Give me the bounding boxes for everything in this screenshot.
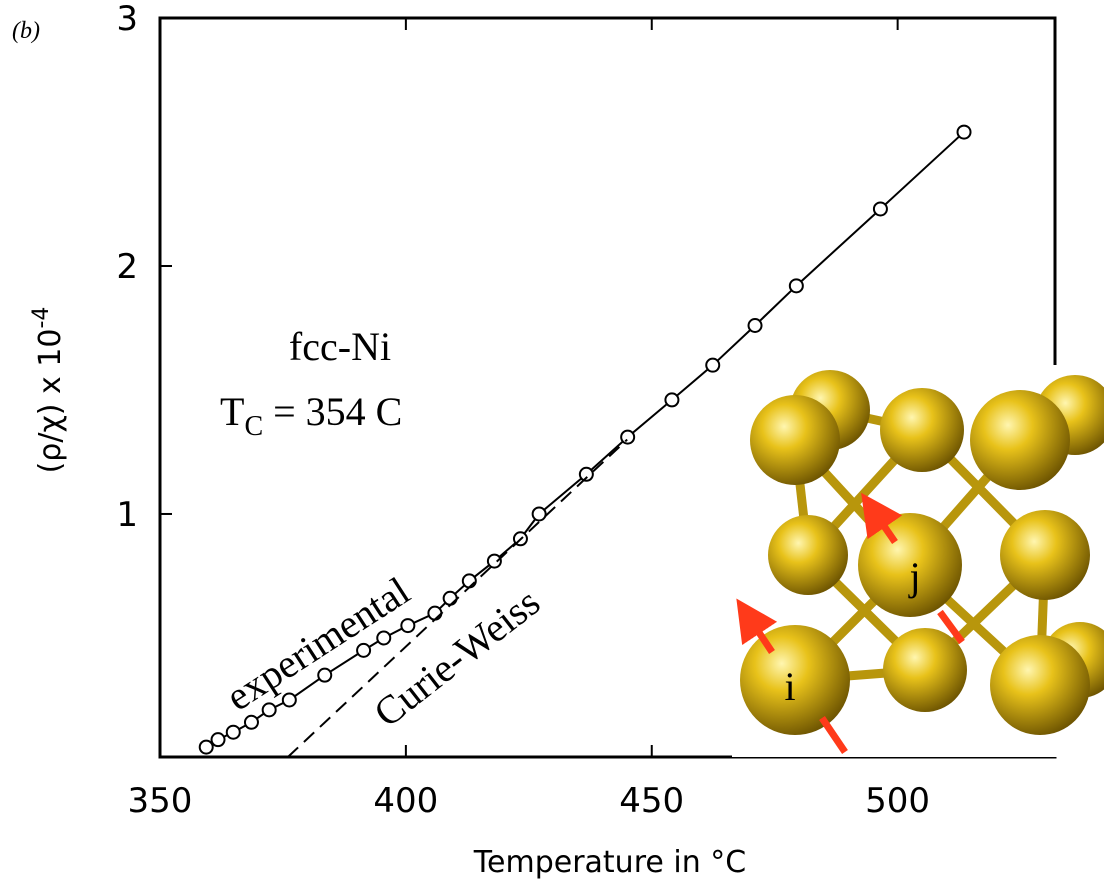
data-point (790, 279, 803, 292)
data-point (706, 359, 719, 372)
data-point (401, 619, 414, 632)
data-point (533, 507, 546, 520)
data-point (227, 726, 240, 739)
data-point (212, 733, 225, 746)
material-label: fcc-Ni (289, 324, 391, 369)
atom (880, 388, 964, 472)
chart: (b) Temperature in °C (ρ/χ) x 10-4 fcc-N… (0, 0, 1104, 886)
y-tick-label: 1 (116, 495, 138, 535)
data-point (428, 607, 441, 620)
data-point (200, 741, 213, 754)
y-tick-label: 2 (116, 247, 138, 287)
data-point (318, 669, 331, 682)
y-label-main: (ρ/χ) x 10 (33, 329, 68, 474)
y-axis-label: (ρ/χ) x 10-4 (29, 307, 68, 474)
data-point (463, 574, 476, 587)
tc-sub: C (244, 411, 263, 442)
atom (1000, 510, 1090, 600)
data-point (621, 431, 634, 444)
data-point (377, 631, 390, 644)
tc-main: T (220, 389, 244, 434)
x-tick-label: 350 (128, 781, 193, 821)
atom (970, 390, 1070, 490)
fcc-inset: i j (732, 365, 1104, 757)
y-label-power: -4 (29, 307, 54, 329)
atom (768, 515, 848, 595)
data-point (357, 644, 370, 657)
atom-label: i (784, 664, 795, 709)
tc-label: TC = 354 C (220, 389, 402, 442)
data-point (245, 716, 258, 729)
series-line (288, 440, 627, 757)
x-tick-label: 500 (865, 781, 930, 821)
x-tick-label: 400 (373, 781, 438, 821)
data-point (488, 555, 501, 568)
panel-label: (b) (12, 18, 40, 44)
page: (b) Temperature in °C (ρ/χ) x 10-4 fcc-N… (0, 0, 1104, 890)
data-point (263, 703, 276, 716)
atom-label: j (907, 554, 920, 599)
tc-rest: = 354 C (263, 389, 402, 434)
y-tick-label: 3 (116, 0, 138, 39)
x-axis-label: Temperature in °C (473, 845, 746, 880)
atom (750, 395, 840, 485)
x-tick-label: 450 (619, 781, 684, 821)
atom (990, 635, 1090, 735)
atom (883, 628, 967, 712)
data-point (958, 126, 971, 139)
data-point (749, 319, 762, 332)
data-point (874, 202, 887, 215)
data-point (444, 592, 457, 605)
data-point (283, 693, 296, 706)
data-point (665, 393, 678, 406)
